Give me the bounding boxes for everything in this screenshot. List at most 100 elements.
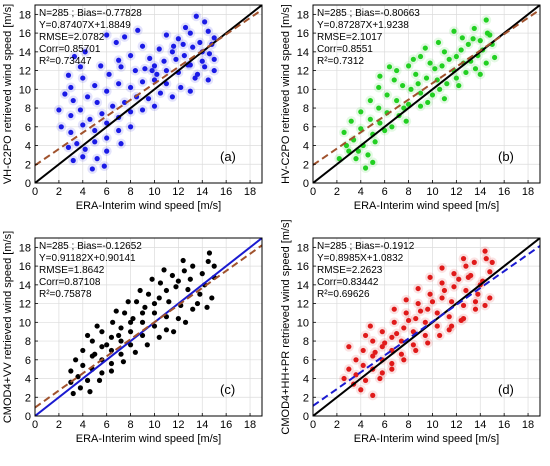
stats-line: Y=0.8985X+1.0832 xyxy=(317,253,404,264)
data-point xyxy=(89,338,95,344)
data-point xyxy=(104,120,110,126)
y-tick-label: 0 xyxy=(303,411,309,423)
data-point xyxy=(127,52,134,59)
data-point xyxy=(460,315,467,322)
data-point xyxy=(415,300,421,307)
y-tick-label: 14 xyxy=(19,47,31,59)
x-tick-label: 4 xyxy=(358,186,364,198)
x-tick-label: 12 xyxy=(172,186,184,198)
data-point xyxy=(133,299,140,305)
stats-line: Corr=0.83442 xyxy=(317,277,379,288)
data-point xyxy=(456,276,462,282)
data-point xyxy=(413,71,419,77)
y-tick-label: 0 xyxy=(25,178,31,190)
x-tick-label: 2 xyxy=(56,419,62,431)
plot-content xyxy=(313,238,540,416)
y-tick-label: 8 xyxy=(303,103,309,115)
data-point xyxy=(391,306,397,312)
data-point xyxy=(341,375,347,382)
data-point xyxy=(99,111,105,117)
data-point xyxy=(422,45,428,51)
data-point xyxy=(139,319,146,325)
data-point xyxy=(181,52,187,59)
data-point xyxy=(185,286,191,293)
y-tick-label: 4 xyxy=(303,141,309,153)
data-point xyxy=(122,34,128,40)
x-tick-label: 16 xyxy=(498,419,510,431)
data-point xyxy=(415,285,421,292)
data-point xyxy=(151,300,158,307)
data-point xyxy=(104,148,110,154)
data-point xyxy=(477,71,483,77)
data-point xyxy=(132,349,138,355)
data-point xyxy=(448,299,455,305)
stats-line: RMSE=1.8642 xyxy=(39,265,105,276)
data-point xyxy=(197,291,203,297)
data-point xyxy=(118,351,124,357)
data-point xyxy=(108,334,115,340)
data-point xyxy=(77,107,83,113)
data-point xyxy=(439,265,445,271)
y-tick-label: 14 xyxy=(19,280,31,292)
data-point xyxy=(151,103,158,109)
data-point xyxy=(127,329,134,335)
data-point xyxy=(161,267,167,273)
data-point xyxy=(77,64,83,70)
data-point xyxy=(346,344,352,350)
y-tick-label: 10 xyxy=(297,317,309,329)
data-point xyxy=(65,72,72,78)
x-tick-label: 6 xyxy=(104,419,110,431)
x-tick-label: 18 xyxy=(244,419,256,431)
stats-line: Corr=0.87108 xyxy=(39,277,101,288)
data-point xyxy=(483,256,489,262)
data-point xyxy=(127,109,134,115)
data-point xyxy=(68,368,74,374)
data-point xyxy=(104,342,110,348)
y-tick-label: 16 xyxy=(19,261,31,273)
data-point xyxy=(468,272,474,279)
data-point xyxy=(99,344,105,350)
data-point xyxy=(116,81,122,87)
y-tick-label: 0 xyxy=(25,411,31,423)
data-point xyxy=(439,63,445,69)
data-point xyxy=(157,280,164,286)
data-point xyxy=(80,154,86,160)
stats-line: R²=0.7312 xyxy=(317,56,364,67)
data-point xyxy=(156,46,162,52)
fit-line xyxy=(35,244,262,409)
data-point xyxy=(471,25,477,32)
data-point xyxy=(187,276,193,282)
data-point xyxy=(405,101,412,107)
y-tick-label: 10 xyxy=(19,84,31,96)
data-point xyxy=(94,99,100,106)
data-point xyxy=(346,148,352,154)
data-point xyxy=(365,152,371,158)
data-point xyxy=(453,75,459,81)
data-point xyxy=(413,315,419,322)
data-point xyxy=(403,118,409,124)
data-point xyxy=(425,99,431,106)
data-point xyxy=(125,299,131,305)
data-point xyxy=(405,63,412,69)
data-point xyxy=(492,54,498,61)
x-axis-label: ERA-Interim wind speed [m/s] xyxy=(76,200,222,212)
y-tick-label: 2 xyxy=(303,159,309,171)
data-point xyxy=(451,271,457,277)
data-point xyxy=(110,103,116,109)
x-tick-label: 10 xyxy=(426,419,438,431)
data-point xyxy=(405,317,412,324)
data-point xyxy=(482,248,488,254)
data-point xyxy=(483,17,489,23)
data-point xyxy=(98,63,104,69)
data-point xyxy=(187,88,193,94)
x-tick-label: 18 xyxy=(244,186,256,198)
data-point xyxy=(75,374,81,380)
y-tick-label: 2 xyxy=(25,392,31,404)
data-point xyxy=(73,357,79,363)
stats-line: N=285 ; Bias=-0.12652 xyxy=(39,241,142,252)
data-point xyxy=(425,340,431,346)
data-point xyxy=(80,122,86,128)
x-tick-label: 0 xyxy=(32,419,38,431)
data-point xyxy=(151,77,158,83)
y-tick-label: 18 xyxy=(19,242,31,254)
